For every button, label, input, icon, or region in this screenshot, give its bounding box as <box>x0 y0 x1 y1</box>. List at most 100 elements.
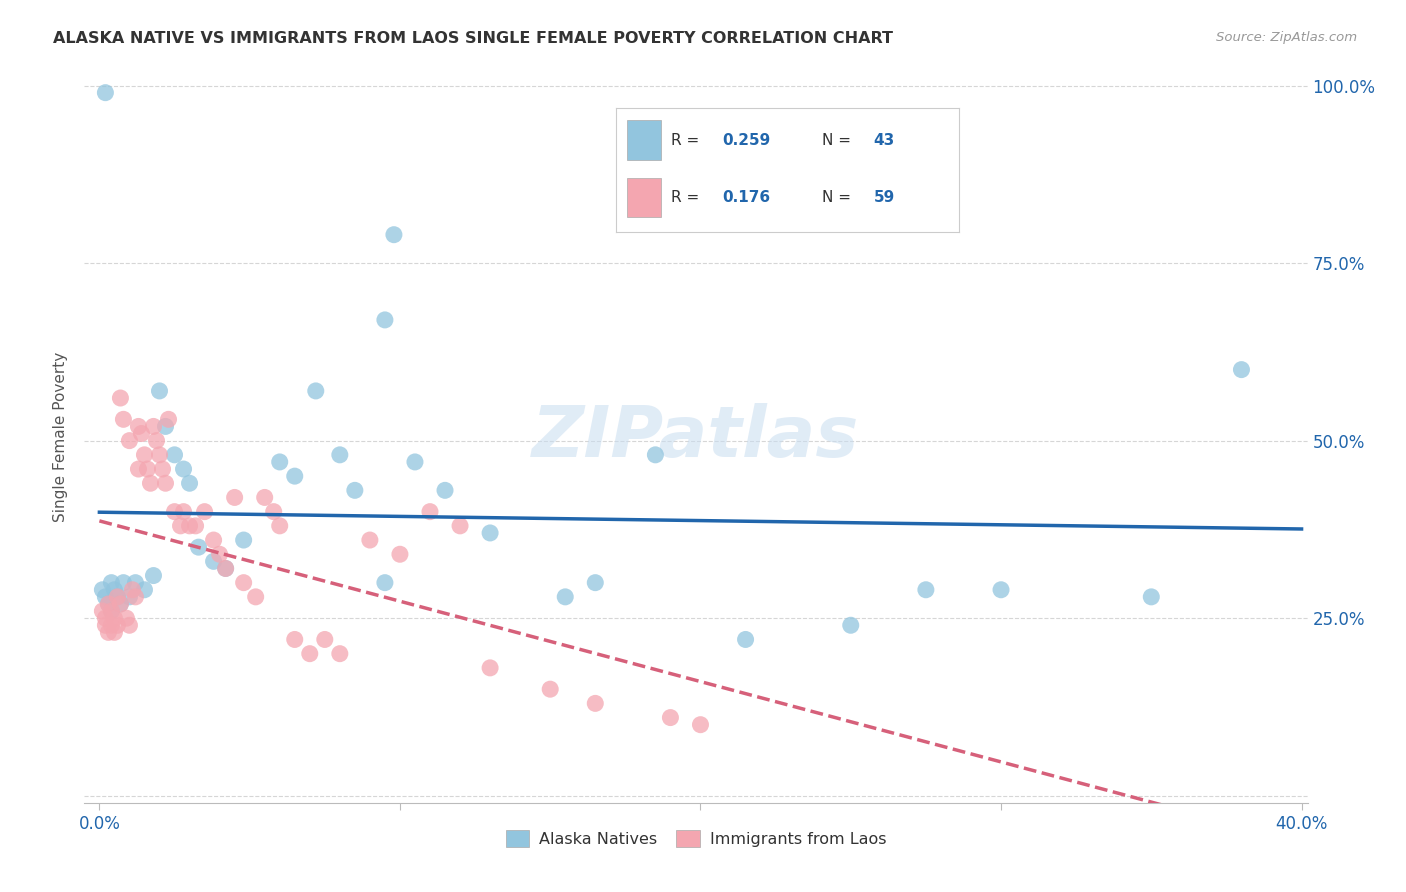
Point <box>155 419 177 434</box>
Point <box>434 483 457 498</box>
Point <box>554 590 576 604</box>
Point <box>110 597 132 611</box>
Point <box>118 618 141 632</box>
Point <box>163 505 186 519</box>
Point <box>107 590 129 604</box>
Point <box>644 448 666 462</box>
Point <box>374 313 396 327</box>
Point <box>202 533 225 547</box>
Text: Source: ZipAtlas.com: Source: ZipAtlas.com <box>1216 31 1357 45</box>
Point <box>1230 362 1253 376</box>
Point <box>124 590 146 604</box>
Point <box>100 604 122 618</box>
Point <box>94 86 117 100</box>
Point <box>359 533 381 547</box>
Point <box>112 575 135 590</box>
Point <box>269 455 291 469</box>
Point <box>112 412 135 426</box>
Point <box>107 590 129 604</box>
Point <box>169 519 191 533</box>
Point <box>110 597 132 611</box>
Point <box>1140 590 1163 604</box>
Point <box>329 647 352 661</box>
Point <box>419 505 441 519</box>
Point <box>232 533 254 547</box>
Point <box>142 419 165 434</box>
Point <box>103 611 125 625</box>
Point <box>118 434 141 448</box>
Point <box>329 448 352 462</box>
Point <box>253 491 276 505</box>
Point <box>298 647 321 661</box>
Text: ZIPatlas: ZIPatlas <box>533 402 859 472</box>
Point <box>194 505 217 519</box>
Point <box>148 448 170 462</box>
Point <box>479 661 502 675</box>
Text: ALASKA NATIVE VS IMMIGRANTS FROM LAOS SINGLE FEMALE POVERTY CORRELATION CHART: ALASKA NATIVE VS IMMIGRANTS FROM LAOS SI… <box>53 31 893 46</box>
Point <box>184 519 207 533</box>
Point <box>990 582 1012 597</box>
Point <box>388 547 411 561</box>
Point <box>115 611 138 625</box>
Point <box>127 419 149 434</box>
Point <box>179 519 201 533</box>
Point <box>94 618 117 632</box>
Point <box>155 476 177 491</box>
Point <box>152 462 174 476</box>
Point <box>449 519 471 533</box>
Point <box>479 525 502 540</box>
Point <box>404 455 426 469</box>
Point <box>173 505 195 519</box>
Point <box>208 547 231 561</box>
Point <box>284 469 307 483</box>
Point <box>659 710 682 724</box>
Point <box>124 575 146 590</box>
Point <box>134 448 156 462</box>
Point <box>91 582 114 597</box>
Point <box>224 491 246 505</box>
Point <box>382 227 405 242</box>
Point <box>202 554 225 568</box>
Point <box>100 604 122 618</box>
Point <box>94 611 117 625</box>
Point <box>214 561 236 575</box>
Point <box>136 462 159 476</box>
Point <box>689 717 711 731</box>
Point <box>214 561 236 575</box>
Point <box>583 697 606 711</box>
Point <box>97 625 120 640</box>
Point <box>284 632 307 647</box>
Point <box>103 582 125 597</box>
Point <box>157 412 180 426</box>
Point <box>245 590 267 604</box>
Point <box>97 597 120 611</box>
Point <box>583 575 606 590</box>
Point <box>269 519 291 533</box>
Point <box>100 618 122 632</box>
Point <box>103 625 125 640</box>
Point <box>173 462 195 476</box>
Point <box>538 682 561 697</box>
Point <box>134 582 156 597</box>
Point <box>232 575 254 590</box>
Point <box>94 590 117 604</box>
Point <box>100 575 122 590</box>
Point <box>110 391 132 405</box>
Point <box>305 384 328 398</box>
Point <box>915 582 938 597</box>
Point <box>131 426 153 441</box>
Point <box>343 483 366 498</box>
Point <box>91 604 114 618</box>
Point <box>187 540 209 554</box>
Point <box>118 590 141 604</box>
Point <box>127 462 149 476</box>
Point <box>148 384 170 398</box>
Point <box>97 597 120 611</box>
Point <box>121 582 143 597</box>
Point <box>139 476 162 491</box>
Y-axis label: Single Female Poverty: Single Female Poverty <box>53 352 69 522</box>
Point <box>107 618 129 632</box>
Point <box>839 618 862 632</box>
Point <box>179 476 201 491</box>
Point <box>163 448 186 462</box>
